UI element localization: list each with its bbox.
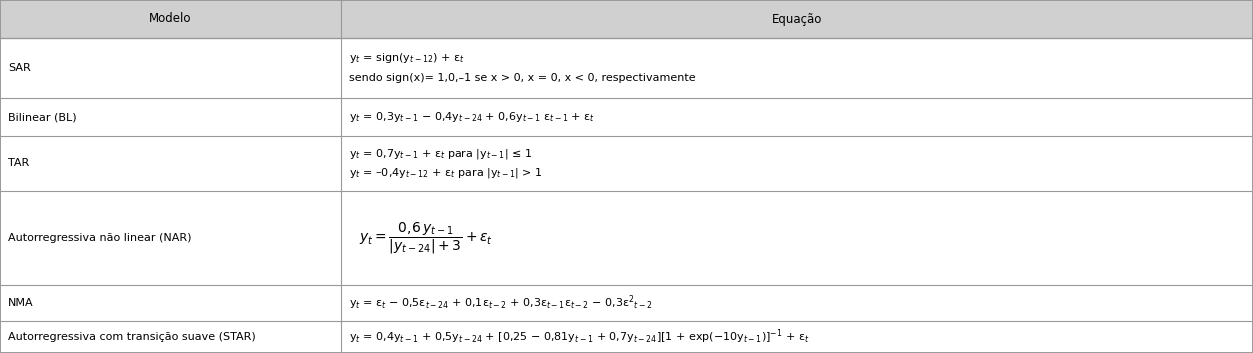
Text: y$_t$ = ε$_t$ − 0,5ε$_{t-24}$ + 0,1ε$_{t-2}$ + 0,3ε$_{t-1}$ε$_{t-2}$ − 0,3ε$^2$$: y$_t$ = ε$_t$ − 0,5ε$_{t-24}$ + 0,1ε$_{t…	[348, 294, 653, 312]
Text: y$_t$ = sign(y$_{t-12}$) + ε$_t$: y$_t$ = sign(y$_{t-12}$) + ε$_t$	[348, 51, 465, 65]
Bar	[0, 98, 341, 136]
Text: SAR: SAR	[8, 63, 31, 73]
Bar	[0, 285, 341, 321]
Text: y$_t$ = 0,4y$_{t-1}$ + 0,5y$_{t-24}$ + [0,25 − 0,81y$_{t-1}$ + 0,7y$_{t-24}$][1 : y$_t$ = 0,4y$_{t-1}$ + 0,5y$_{t-24}$ + […	[348, 328, 809, 346]
Bar	[0, 0, 1253, 38]
Text: y$_t$ = 0,3y$_{t-1}$ − 0,4y$_{t-24}$ + 0,6y$_{t-1}$ ε$_{t-1}$ + ε$_t$: y$_t$ = 0,3y$_{t-1}$ − 0,4y$_{t-24}$ + 0…	[348, 110, 595, 124]
Bar	[341, 285, 1253, 321]
Bar	[341, 191, 1253, 285]
Bar	[0, 38, 341, 98]
Text: Autorregressiva com transição suave (STAR): Autorregressiva com transição suave (STA…	[8, 332, 256, 342]
Text: Modelo: Modelo	[149, 12, 192, 25]
Bar	[341, 136, 1253, 191]
Bar	[0, 136, 341, 191]
Text: y$_t$ = –0,4y$_{t-12}$ + ε$_t$ para |y$_{t-1}$| > 1: y$_t$ = –0,4y$_{t-12}$ + ε$_t$ para |y$_…	[348, 166, 543, 180]
Text: Equação: Equação	[772, 12, 822, 25]
Text: sendo sign(x)= 1,0,–1 se x > 0, x = 0, x < 0, respectivamente: sendo sign(x)= 1,0,–1 se x > 0, x = 0, x…	[348, 73, 695, 83]
Bar	[341, 98, 1253, 136]
Bar	[0, 321, 341, 353]
Text: NMA: NMA	[8, 298, 34, 308]
Bar	[0, 191, 341, 285]
Text: y$_t$ = 0,7y$_{t-1}$ + ε$_t$ para |y$_{t-1}$| ≤ 1: y$_t$ = 0,7y$_{t-1}$ + ε$_t$ para |y$_{t…	[348, 147, 533, 161]
Text: TAR: TAR	[8, 158, 29, 168]
Bar	[341, 38, 1253, 98]
Text: Bilinear (BL): Bilinear (BL)	[8, 112, 76, 122]
Text: $y_t = \dfrac{0{,}6\,y_{t-1}}{|y_{t-24}|+3} + \varepsilon_t$: $y_t = \dfrac{0{,}6\,y_{t-1}}{|y_{t-24}|…	[358, 220, 492, 256]
Text: Autorregressiva não linear (NAR): Autorregressiva não linear (NAR)	[8, 233, 192, 243]
Bar	[341, 321, 1253, 353]
